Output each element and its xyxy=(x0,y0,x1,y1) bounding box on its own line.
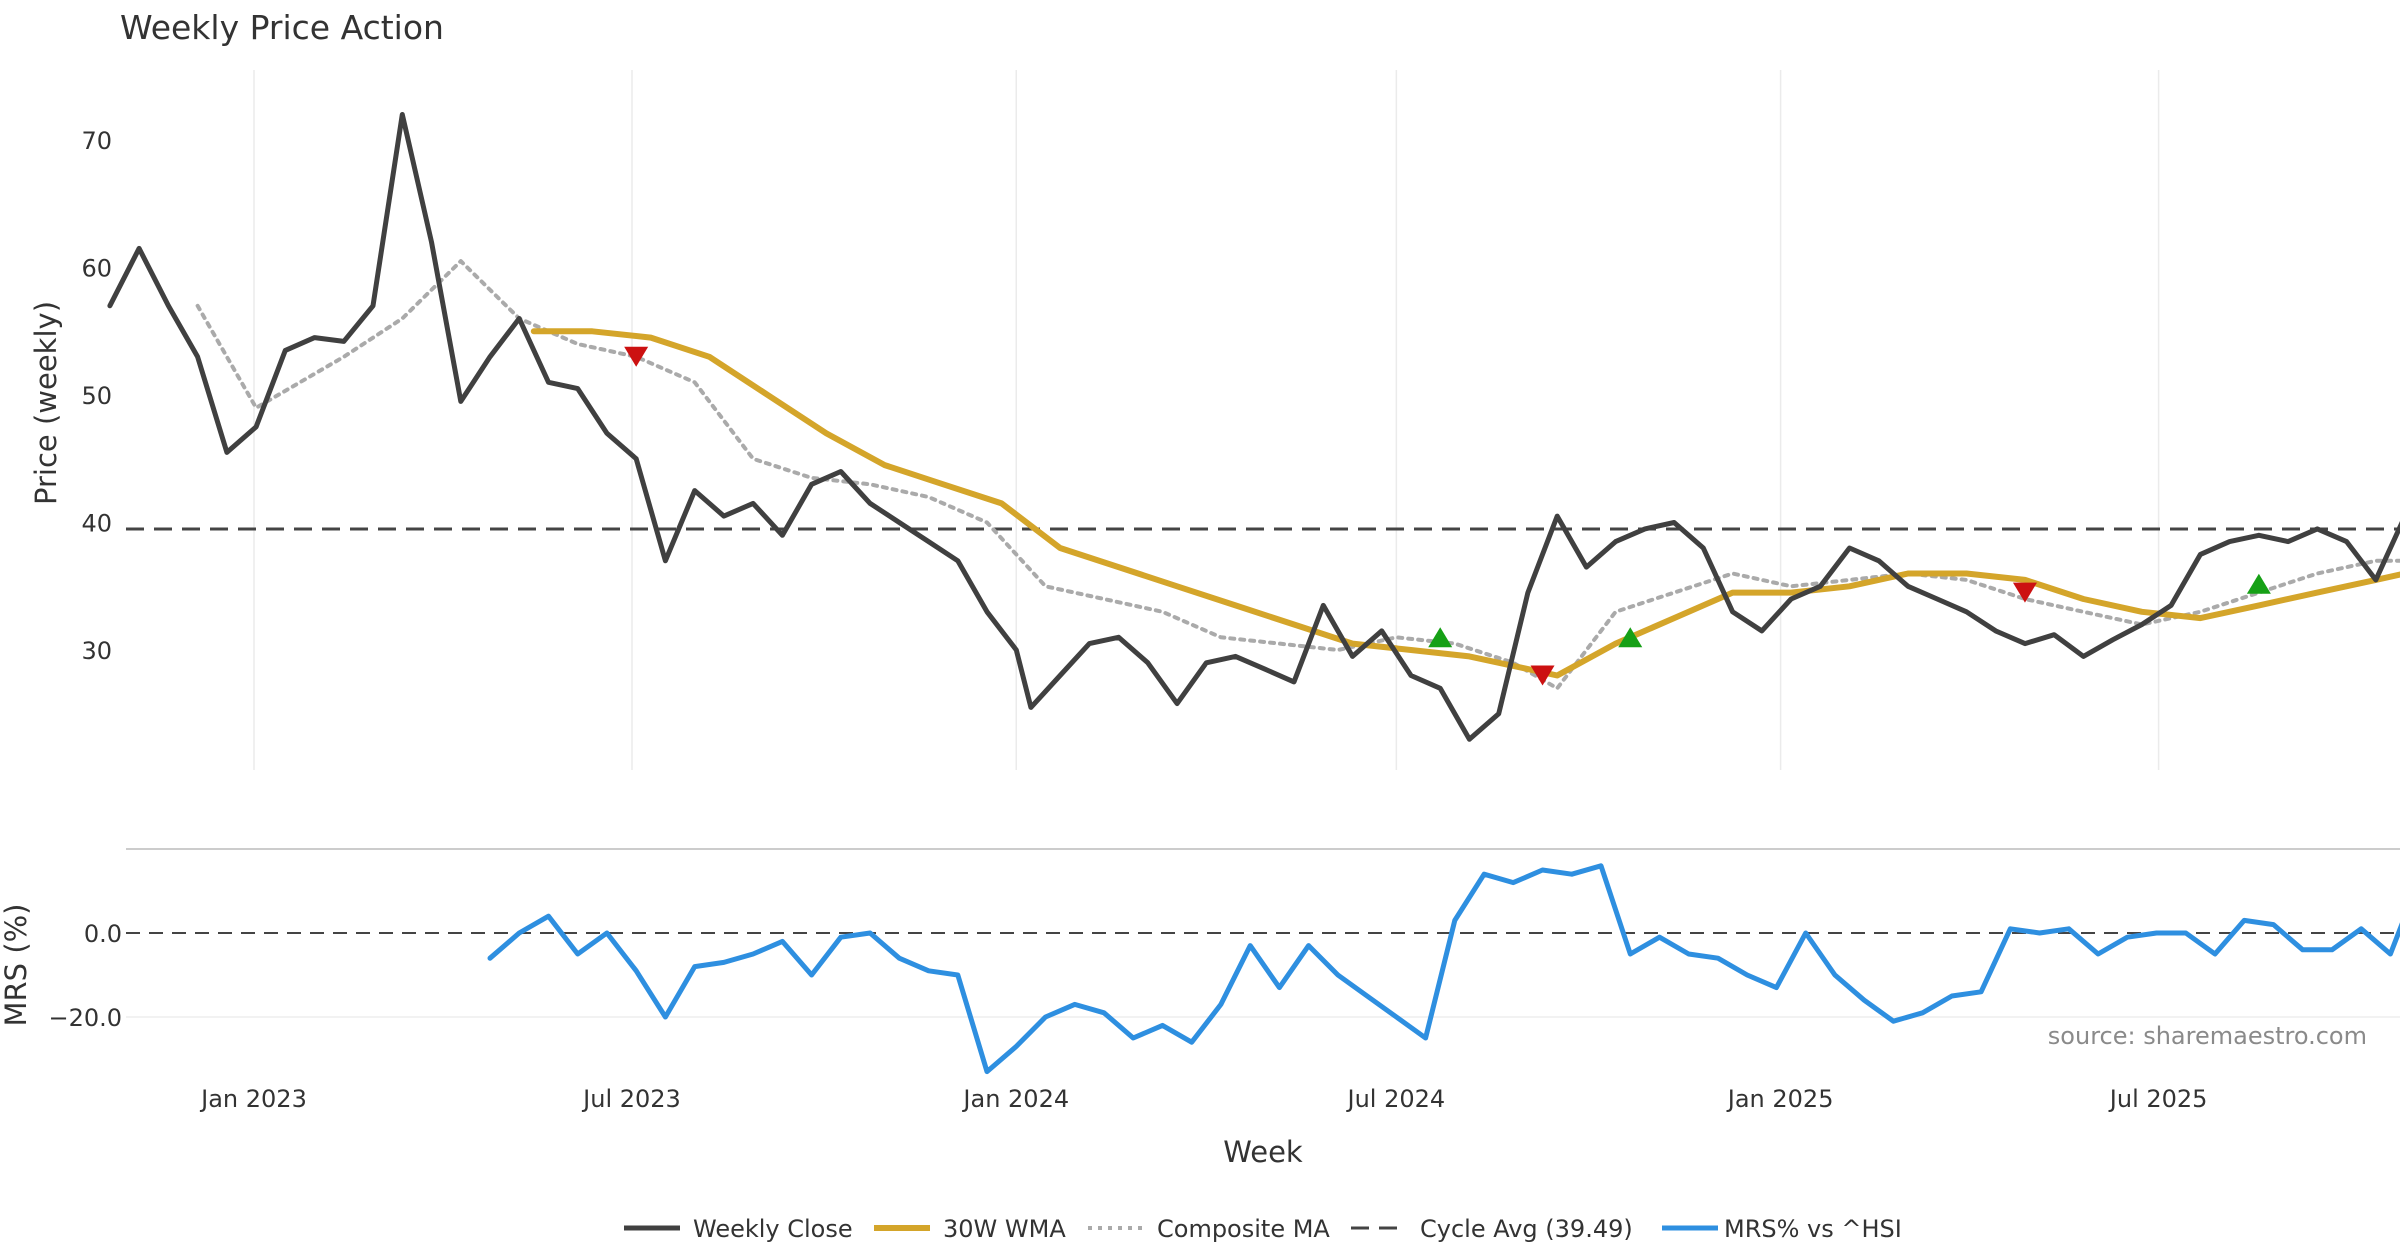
chart-title: Weekly Price Action xyxy=(120,8,444,47)
x-axis-title: Week xyxy=(1223,1135,1303,1169)
price-y-axis-title: Price (weekly) xyxy=(29,301,63,505)
legend-label-30w-wma: 30W WMA xyxy=(943,1215,1066,1243)
x-tick-label: Jul 2024 xyxy=(1346,1085,1446,1113)
price-y-tick-label: 60 xyxy=(81,255,112,283)
mrs-line xyxy=(487,863,2400,1075)
x-tick-label: Jul 2023 xyxy=(581,1085,681,1113)
buy-signal-marker xyxy=(1618,627,1643,648)
legend-item-composite-ma: Composite MA xyxy=(1088,1215,1330,1243)
legend-label-cycle-avg: Cycle Avg (39.49) xyxy=(1420,1215,1633,1243)
sell-signal-marker xyxy=(2012,582,2037,603)
price-y-tick-label: 70 xyxy=(81,127,112,155)
legend-item-30w-wma: 30W WMA xyxy=(874,1215,1066,1243)
legend-item-weekly-close: Weekly Close xyxy=(624,1215,853,1243)
x-tick-label: Jan 2023 xyxy=(199,1085,307,1113)
legend-item-cycle-avg: Cycle Avg (39.49) xyxy=(1351,1215,1633,1243)
sell-signal-marker xyxy=(1530,665,1555,686)
price-y-axis: 30 40 50 60 70 xyxy=(81,127,112,665)
buy-signal-marker xyxy=(2246,573,2271,594)
legend: Weekly Close 30W WMA Composite MA Cycle … xyxy=(624,1215,1902,1243)
price-panel-gridlines xyxy=(253,70,2160,770)
price-series xyxy=(107,112,2400,742)
signal-markers xyxy=(624,346,2271,686)
price-y-tick-label: 50 xyxy=(81,382,112,410)
mrs-y-axis-title: MRS (%) xyxy=(0,904,33,1027)
composite-ma-line xyxy=(195,259,2400,691)
source-note: source: sharemaestro.com xyxy=(2048,1022,2367,1050)
legend-label-composite-ma: Composite MA xyxy=(1157,1215,1330,1243)
legend-label-mrs: MRS% vs ^HSI xyxy=(1724,1215,1902,1243)
mrs-y-tick-label: 0.0 xyxy=(84,920,122,948)
mrs-y-tick-label: −20.0 xyxy=(48,1004,122,1032)
mrs-y-axis: 0.0 −20.0 xyxy=(48,920,122,1032)
weekly-close-line xyxy=(107,112,2400,742)
price-y-tick-label: 30 xyxy=(81,637,112,665)
wma-30w-line xyxy=(530,328,2400,679)
x-axis: Jan 2023 Jul 2023 Jan 2024 Jul 2024 Jan 2025… xyxy=(199,1085,2207,1113)
legend-item-mrs: MRS% vs ^HSI xyxy=(1662,1215,1902,1243)
x-tick-label: Jul 2025 xyxy=(2108,1085,2208,1113)
price-y-tick-label: 40 xyxy=(81,510,112,538)
sell-signal-marker xyxy=(624,346,649,367)
x-tick-label: Jan 2025 xyxy=(1726,1085,1834,1113)
mrs-series xyxy=(487,863,2400,1075)
legend-label-weekly-close: Weekly Close xyxy=(693,1215,853,1243)
buy-signal-marker xyxy=(1428,627,1453,648)
x-tick-label: Jan 2024 xyxy=(961,1085,1069,1113)
